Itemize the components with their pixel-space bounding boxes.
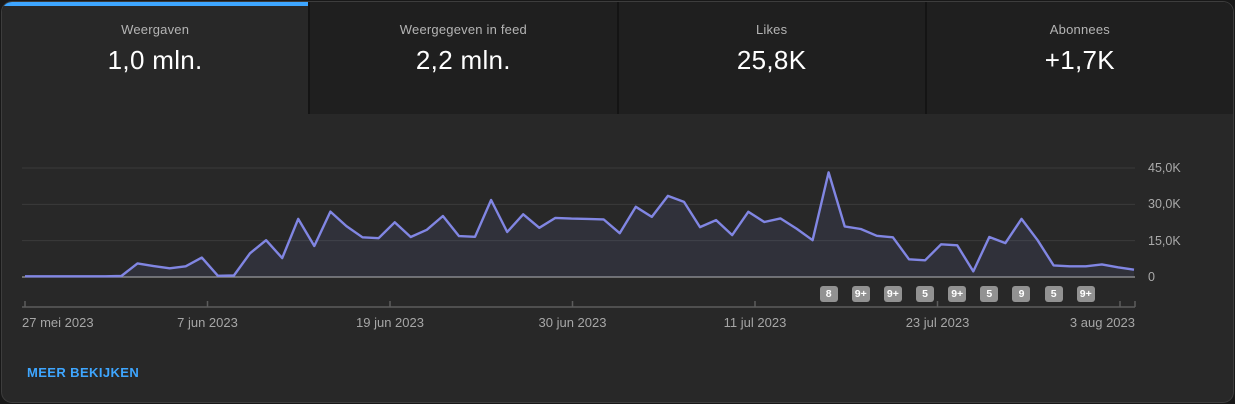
x-tick-label: 27 mei 2023 — [22, 315, 94, 330]
video-count-badge[interactable]: 5 — [916, 286, 935, 302]
tab-abonnees[interactable]: Abonnees +1,7K — [926, 2, 1233, 114]
x-tick-label: 30 jun 2023 — [538, 315, 607, 330]
metric-tabs: Weergaven 1,0 mln. Weergegeven in feed 2,2 … — [2, 2, 1233, 114]
y-tick-label: 15,0K — [1148, 233, 1181, 248]
series-area-fill — [25, 172, 1134, 277]
tab-value: 2,2 mln. — [415, 45, 511, 75]
tab-value: 25,8K — [736, 45, 807, 75]
meer-bekijken-link[interactable]: MEER BEKIJKEN — [27, 365, 140, 380]
y-tick-label: 0 — [1148, 270, 1155, 284]
series-line — [25, 171, 1135, 278]
video-count-badge[interactable]: 9+ — [1076, 286, 1095, 302]
active-tab-indicator — [2, 2, 309, 6]
y-tick-label: 30,0K — [1148, 197, 1181, 212]
x-tick-label: 7 jun 2023 — [177, 315, 238, 330]
video-count-badge[interactable]: 9+ — [948, 286, 967, 302]
x-tick-label: 23 jul 2023 — [905, 315, 970, 330]
tab-label: Weergegeven in feed — [399, 22, 527, 37]
tab-weergaven[interactable]: Weergaven 1,0 mln. — [2, 2, 309, 114]
video-count-badge[interactable]: 5 — [1044, 286, 1063, 302]
video-count-badge[interactable]: 8 — [819, 286, 838, 302]
tab-label: Weergaven — [121, 22, 190, 37]
tab-weergegeven-in-feed[interactable]: Weergegeven in feed 2,2 mln. — [310, 2, 617, 114]
x-tick-label: 3 aug 2023 — [1069, 315, 1135, 330]
x-tick-label: 19 jun 2023 — [356, 315, 424, 330]
video-count-badge[interactable]: 5 — [980, 286, 999, 302]
x-tick-label: 11 jul 2023 — [723, 315, 787, 330]
video-count-badge[interactable]: 9 — [1012, 286, 1031, 302]
tab-value: 1,0 mln. — [107, 45, 203, 75]
tab-label: Abonnees — [1049, 22, 1110, 37]
tab-label: Likes — [755, 22, 788, 37]
video-count-badge[interactable]: 9+ — [851, 286, 870, 302]
tab-likes[interactable]: Likes 25,8K — [618, 2, 925, 114]
video-count-badge[interactable]: 9+ — [883, 286, 902, 302]
y-tick-label: 45,0K — [1148, 161, 1181, 175]
tab-value: +1,7K — [1044, 45, 1115, 75]
